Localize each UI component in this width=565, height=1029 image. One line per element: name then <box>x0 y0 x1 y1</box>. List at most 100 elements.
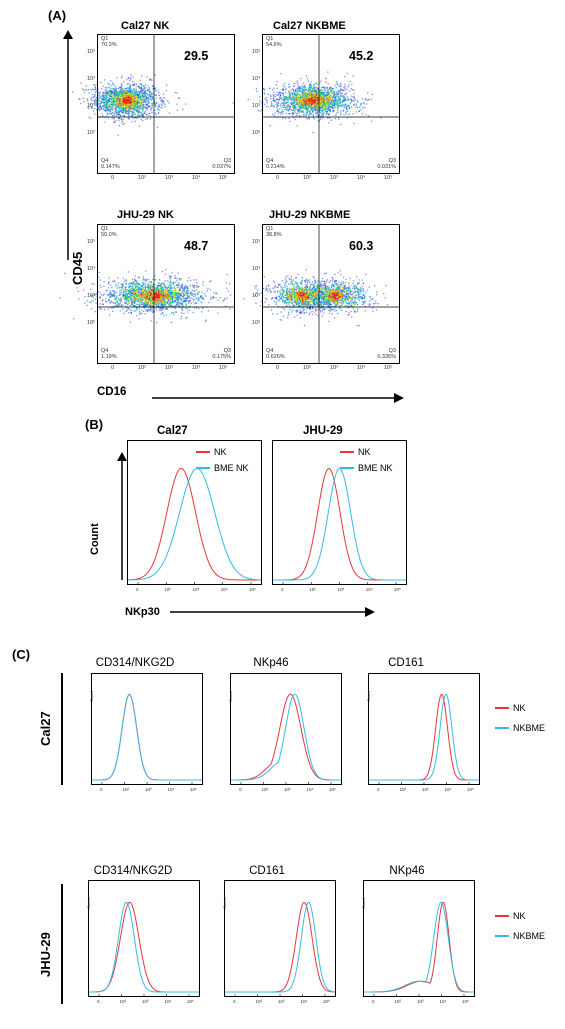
density-point <box>282 104 284 106</box>
density-point <box>287 109 290 111</box>
density-point <box>187 292 189 294</box>
density-point <box>283 101 285 103</box>
density-point <box>134 93 136 95</box>
density-point <box>346 96 348 98</box>
density-point <box>143 99 146 101</box>
density-point <box>119 99 121 101</box>
density-point <box>318 108 321 111</box>
density-point <box>322 108 324 111</box>
density-point <box>139 101 141 103</box>
density-point <box>287 99 289 101</box>
density-point <box>328 95 330 97</box>
density-point <box>345 108 348 110</box>
density-point <box>129 99 131 102</box>
density-point <box>294 109 297 111</box>
density-point <box>284 86 286 88</box>
density-point <box>284 106 286 109</box>
density-point <box>308 104 310 106</box>
density-point <box>117 303 119 305</box>
density-point <box>128 102 130 105</box>
density-point <box>113 88 116 90</box>
density-point <box>111 97 114 100</box>
density-point <box>310 104 313 106</box>
density-point <box>141 108 143 110</box>
density-point <box>139 106 141 109</box>
density-point <box>143 307 146 309</box>
density-point <box>272 100 274 102</box>
density-point <box>190 293 192 295</box>
density-point <box>345 111 347 113</box>
density-point <box>130 74 132 76</box>
density-point <box>353 104 355 106</box>
density-point <box>279 95 281 97</box>
density-point <box>353 96 355 98</box>
density-point <box>117 102 119 104</box>
density-point <box>142 120 144 122</box>
density-point <box>148 100 150 102</box>
density-point <box>142 88 145 90</box>
density-point <box>123 93 126 95</box>
density-point <box>303 106 306 109</box>
density-point <box>132 117 134 120</box>
density-point <box>112 100 114 102</box>
density-point <box>282 93 284 95</box>
density-point <box>119 289 121 292</box>
density-point <box>107 109 109 111</box>
density-point <box>120 77 123 79</box>
density-point <box>335 81 338 83</box>
density-point <box>125 96 128 98</box>
density-point <box>149 78 151 80</box>
density-point <box>320 80 322 82</box>
density-point <box>138 85 140 88</box>
density-point <box>292 102 294 104</box>
density-point <box>329 105 331 107</box>
density-point <box>332 99 334 101</box>
density-point <box>135 88 137 90</box>
density-point <box>281 102 283 104</box>
density-point <box>283 97 285 100</box>
density-point <box>306 112 308 114</box>
density-point <box>295 91 297 93</box>
density-point <box>126 104 128 106</box>
density-point <box>87 107 90 109</box>
density-point <box>111 108 113 110</box>
density-point <box>96 101 98 103</box>
density-point <box>326 86 329 88</box>
density-point <box>319 99 321 102</box>
density-point <box>170 312 172 315</box>
density-point <box>104 79 106 81</box>
density-point <box>298 89 300 91</box>
density-point <box>118 110 120 112</box>
density-point <box>314 101 317 103</box>
density-point <box>125 110 127 112</box>
density-point <box>328 122 330 124</box>
density-point <box>334 100 336 102</box>
density-point <box>143 95 145 97</box>
density-point <box>318 98 321 100</box>
density-point <box>149 79 151 81</box>
density-point <box>116 109 118 111</box>
density-point <box>102 85 104 87</box>
density-point <box>343 99 345 101</box>
density-point <box>166 84 168 86</box>
density-point <box>155 114 157 116</box>
density-point <box>139 98 142 100</box>
density-point <box>117 96 119 98</box>
density-point <box>100 286 102 288</box>
density-point <box>126 83 128 85</box>
density-point <box>296 112 298 115</box>
density-point <box>92 296 95 298</box>
density-point <box>142 107 144 109</box>
density-point <box>292 85 294 88</box>
density-point <box>162 304 165 307</box>
density-point <box>312 116 314 119</box>
density-point <box>300 111 302 113</box>
density-point <box>121 90 123 92</box>
density-point <box>292 88 294 90</box>
density-point <box>157 89 159 91</box>
density-point <box>340 110 342 112</box>
density-point <box>349 90 351 92</box>
density-point <box>96 102 99 104</box>
density-point <box>328 99 330 101</box>
density-point <box>348 106 351 108</box>
